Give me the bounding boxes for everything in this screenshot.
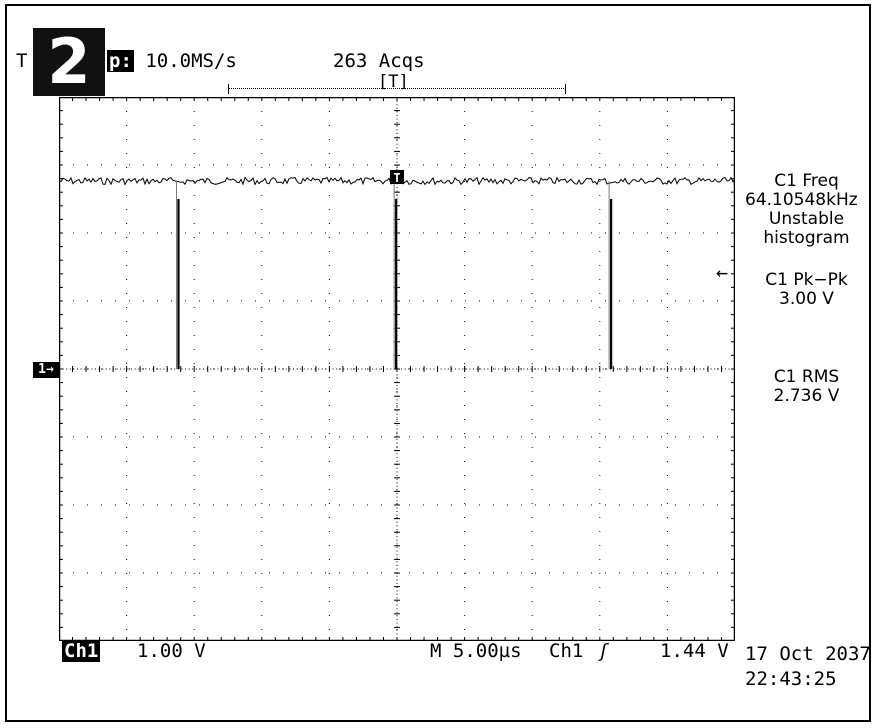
pkpk-value: 3.00 V [779, 290, 834, 308]
volts-per-div: 1.00 V [137, 640, 206, 662]
pkpk-label: C1 Pk−Pk [765, 271, 848, 289]
freq-note-histogram: histogram [763, 229, 850, 247]
rms-value: 2.736 V [773, 387, 840, 405]
trigger-source: Ch1 [549, 640, 584, 662]
freq-label: C1 Freq [774, 172, 839, 190]
trigger-position-marker: T [390, 170, 404, 185]
channel-1-marker: 1→ [33, 362, 59, 378]
sample-rate: p: 10.0MS/s [107, 50, 237, 72]
ch1-waveform [59, 176, 735, 369]
trigger-level-arrow: ← [716, 260, 729, 284]
time: 22:43:25 [745, 668, 837, 690]
channel-label: Ch1 [62, 640, 101, 662]
header-prefix: T [16, 50, 28, 72]
rising-edge-icon: ʃ [598, 640, 610, 662]
trigger-level: 1.44 V [660, 640, 729, 662]
footer-channel: Ch1 [62, 640, 101, 662]
rms-label: C1 RMS [773, 368, 840, 386]
acquisition-count: 263 Acqs [333, 50, 425, 72]
trigger-marker-label: T [393, 171, 400, 185]
date: 17 Oct 2037 [745, 643, 871, 665]
freq-note-unstable: Unstable [768, 210, 845, 228]
freq-value: 64.10548kHz [745, 191, 858, 209]
scope-frame [5, 4, 871, 722]
waveform-display: T [59, 97, 735, 641]
sample-rate-key: p: [107, 50, 134, 72]
trigger-status: [T] [378, 72, 409, 92]
record-bar [228, 84, 566, 94]
trigger-marker-box [390, 170, 404, 184]
sample-rate-value: 10.0MS/s [145, 50, 237, 72]
figure-badge: 2 [33, 28, 105, 96]
timebase: M 5.00µs [430, 640, 522, 662]
